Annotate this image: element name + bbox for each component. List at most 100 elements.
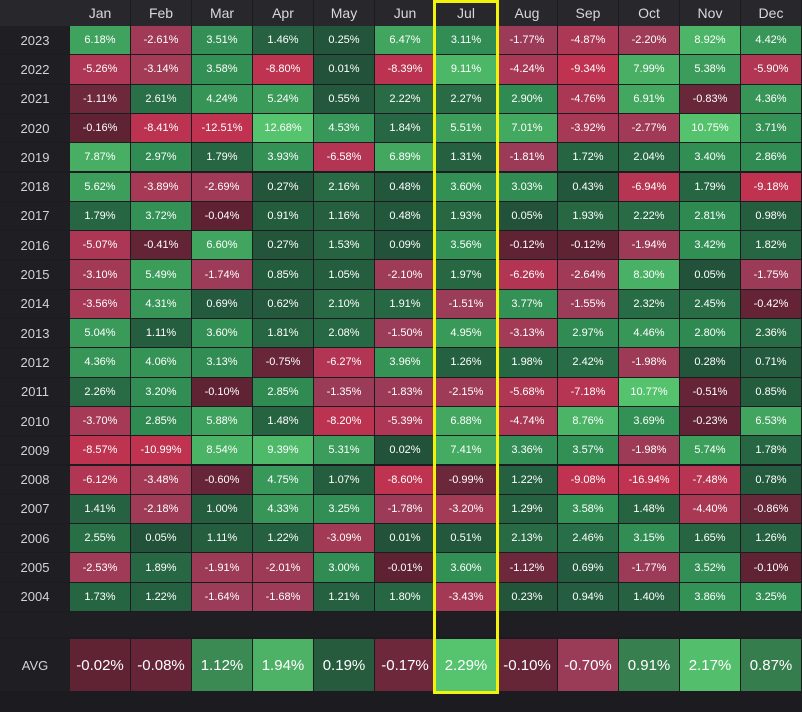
heatmap-cell-2011-jun: -1.83% [375, 377, 435, 406]
row-label-2011: 2011 [0, 377, 70, 406]
heatmap-cell-2013-nov: 2.80% [680, 319, 740, 348]
heatmap-cell-2020-sep: -3.92% [558, 113, 618, 143]
heatmap-cell-2005-jun: -0.01% [375, 553, 435, 582]
heatmap-cell-2019-aug: -1.81% [497, 143, 557, 172]
heatmap-cell-2011-feb: 3.20% [131, 377, 191, 406]
heatmap-cell-2017-apr: 0.91% [253, 201, 313, 231]
heatmap-cell-2008-may: 1.07% [314, 465, 374, 494]
heatmap-cell-2017-jan: 1.79% [70, 201, 130, 231]
avg-cell-may: 0.19% [314, 639, 374, 691]
heatmap-cell-2010-aug: -4.74% [497, 406, 557, 436]
heatmap-cell-2018-may: 2.16% [314, 172, 374, 201]
heatmap-cell-2005-dec: -0.10% [741, 553, 801, 582]
avg-cell-nov: 2.17% [680, 639, 740, 691]
heatmap-cell-2005-jul: 3.60% [436, 553, 496, 582]
heatmap-cell-2008-jul: -0.99% [436, 465, 496, 494]
heatmap-cell-2006-jun: 0.01% [375, 524, 435, 553]
heatmap-cell-2015-jul: 1.97% [436, 260, 496, 289]
heatmap-cell-2022-apr: -8.80% [253, 55, 313, 84]
heatmap-cell-2019-sep: 1.72% [558, 143, 618, 172]
heatmap-cell-2005-feb: 1.89% [131, 553, 191, 582]
heatmap-cell-2009-mar: 8.54% [192, 436, 252, 465]
heatmap-cell-2016-dec: 1.82% [741, 231, 801, 260]
avg-cell-mar: 1.12% [192, 639, 252, 691]
heatmap-cell-2019-oct: 2.04% [619, 143, 679, 172]
heatmap-cell-2015-nov: 0.05% [680, 260, 740, 289]
avg-cell-feb: -0.08% [131, 639, 191, 691]
column-header-nov: Nov [680, 0, 740, 26]
heatmap-cell-2007-feb: -2.18% [131, 494, 191, 524]
heatmap-cell-2004-sep: 0.94% [558, 582, 618, 611]
heatmap-cell-2017-nov: 2.81% [680, 201, 740, 231]
heatmap-cell-2013-dec: 2.36% [741, 319, 801, 348]
heatmap-cell-2021-apr: 5.24% [253, 84, 313, 113]
heatmap-cell-2022-jul: 9.11% [436, 55, 496, 84]
heatmap-cell-2007-oct: 1.48% [619, 494, 679, 524]
heatmap-cell-2019-may: -6.58% [314, 143, 374, 172]
heatmap-cell-2016-oct: -1.94% [619, 231, 679, 260]
heatmap-cell-2009-jun: 0.02% [375, 436, 435, 465]
spacer-row [0, 612, 802, 637]
row-label-2019: 2019 [0, 143, 70, 172]
heatmap-cell-2006-dec: 1.26% [741, 524, 801, 553]
heatmap-cell-2018-dec: -9.18% [741, 172, 801, 201]
avg-row-label: AVG [0, 639, 70, 691]
heatmap-cell-2021-may: 0.55% [314, 84, 374, 113]
heatmap-cell-2014-jul: -1.51% [436, 289, 496, 318]
heatmap-cell-2010-oct: 3.69% [619, 406, 679, 436]
heatmap-cell-2011-oct: 10.77% [619, 377, 679, 406]
heatmap-cell-2007-jun: -1.78% [375, 494, 435, 524]
heatmap-cell-2017-dec: 0.98% [741, 201, 801, 231]
avg-cell-dec: 0.87% [741, 639, 801, 691]
heatmap-cell-2013-may: 2.08% [314, 319, 374, 348]
heatmap-cell-2021-jun: 2.22% [375, 84, 435, 113]
row-label-2006: 2006 [0, 524, 70, 553]
heatmap-cell-2008-apr: 4.75% [253, 465, 313, 494]
heatmap-cell-2022-jan: -5.26% [70, 55, 130, 84]
row-label-2018: 2018 [0, 172, 70, 201]
heatmap-cell-2006-oct: 3.15% [619, 524, 679, 553]
heatmap-cell-2019-dec: 2.86% [741, 143, 801, 172]
heatmap-cell-2006-may: -3.09% [314, 524, 374, 553]
heatmap-cell-2019-nov: 3.40% [680, 143, 740, 172]
heatmap-cell-2017-sep: 1.93% [558, 201, 618, 231]
heatmap-cell-2010-may: -8.20% [314, 406, 374, 436]
heatmap-cell-2022-mar: 3.58% [192, 55, 252, 84]
heatmap-cell-2016-nov: 3.42% [680, 231, 740, 260]
heatmap-cell-2004-jan: 1.73% [70, 582, 130, 611]
heatmap-cell-2017-jun: 0.48% [375, 201, 435, 231]
heatmap-cell-2014-mar: 0.69% [192, 289, 252, 318]
heatmap-cell-2011-may: -1.35% [314, 377, 374, 406]
heatmap-cell-2015-jun: -2.10% [375, 260, 435, 289]
heatmap-cell-2007-mar: 1.00% [192, 494, 252, 524]
heatmap-cell-2012-may: -6.27% [314, 348, 374, 377]
heatmap-cell-2009-jul: 7.41% [436, 436, 496, 465]
heatmap-cell-2018-jan: 5.62% [70, 172, 130, 201]
heatmap-cell-2020-jun: 1.84% [375, 113, 435, 143]
heatmap-cell-2016-feb: -0.41% [131, 231, 191, 260]
heatmap-cell-2013-feb: 1.11% [131, 319, 191, 348]
heatmap-cell-2021-nov: -0.83% [680, 84, 740, 113]
heatmap-cell-2021-oct: 6.91% [619, 84, 679, 113]
heatmap-cell-2021-jan: -1.11% [70, 84, 130, 113]
heatmap-cell-2013-oct: 4.46% [619, 319, 679, 348]
heatmap-cell-2015-jan: -3.10% [70, 260, 130, 289]
heatmap-cell-2009-sep: 3.57% [558, 436, 618, 465]
heatmap-cell-2004-may: 1.21% [314, 582, 374, 611]
heatmap-cell-2018-sep: 0.43% [558, 172, 618, 201]
heatmap-cell-2023-nov: 8.92% [680, 26, 740, 55]
heatmap-cell-2017-mar: -0.04% [192, 201, 252, 231]
heatmap-cell-2011-apr: 2.85% [253, 377, 313, 406]
heatmap-cell-2018-aug: 3.03% [497, 172, 557, 201]
heatmap-cell-2010-dec: 6.53% [741, 406, 801, 436]
heatmap-cell-2021-jul: 2.27% [436, 84, 496, 113]
heatmap-cell-2020-nov: 10.75% [680, 113, 740, 143]
column-header-may: May [314, 0, 374, 26]
heatmap-cell-2014-may: 2.10% [314, 289, 374, 318]
heatmap-cell-2019-mar: 1.79% [192, 143, 252, 172]
heatmap-cell-2011-mar: -0.10% [192, 377, 252, 406]
heatmap-cell-2019-jun: 6.89% [375, 143, 435, 172]
heatmap-cell-2016-may: 1.53% [314, 231, 374, 260]
row-label-2015: 2015 [0, 260, 70, 289]
column-header-apr: Apr [253, 0, 313, 26]
